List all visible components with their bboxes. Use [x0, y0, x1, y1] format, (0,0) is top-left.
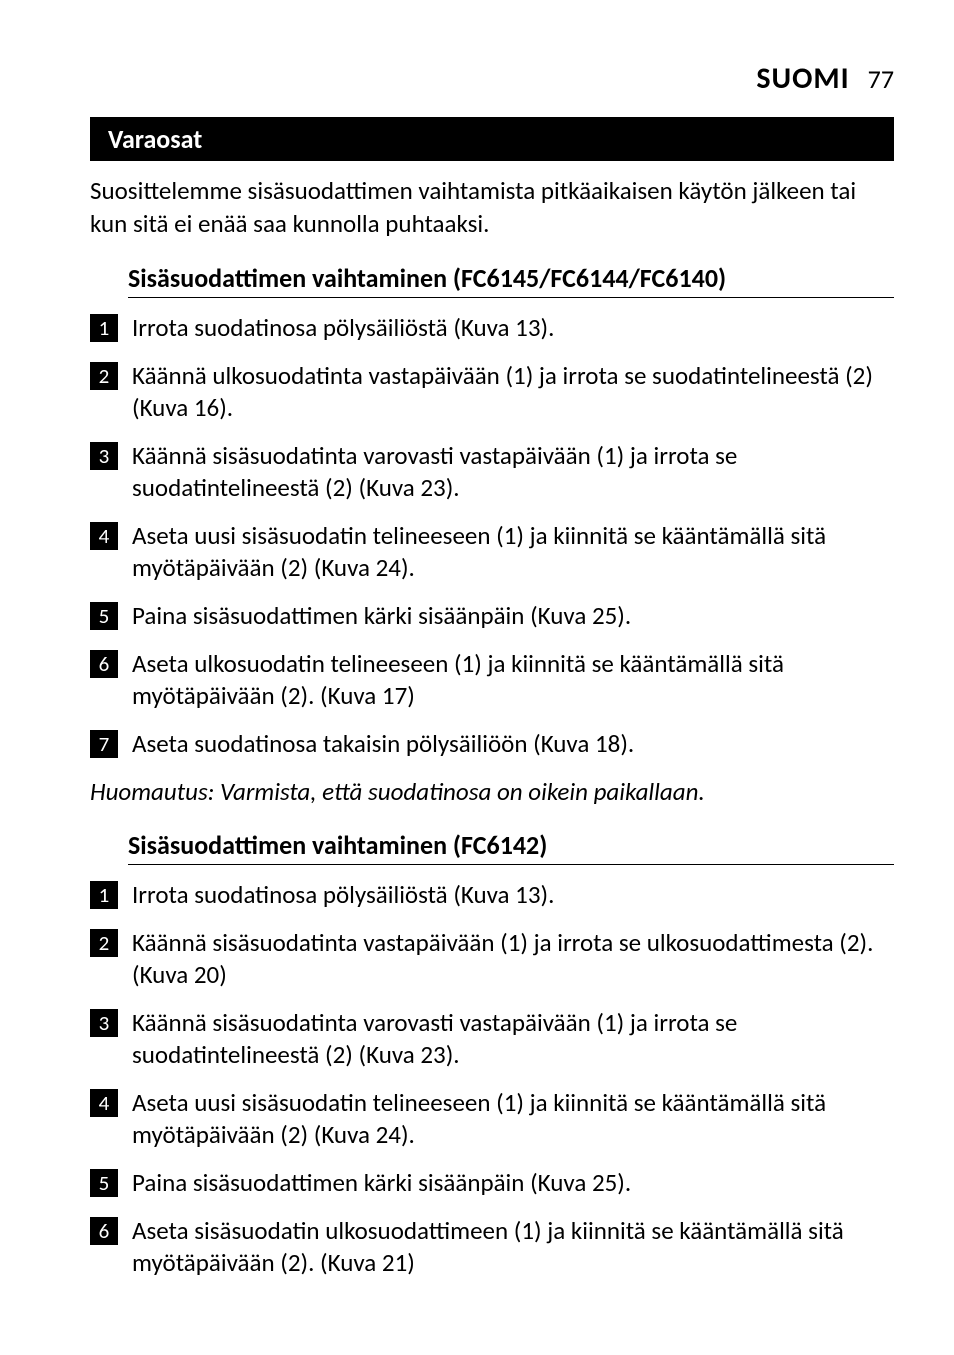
step-number-badge: 7 [90, 730, 118, 758]
step-number-badge: 4 [90, 1089, 118, 1117]
step-item: 2 Käännä sisäsuodatinta vastapäivään (1)… [90, 927, 894, 991]
step-text: Aseta uusi sisäsuodatin telineeseen (1) … [132, 1087, 894, 1151]
step-text: Aseta sisäsuodatin ulkosuodattimeen (1) … [132, 1215, 894, 1279]
step-item: 3 Käännä sisäsuodatinta varovasti vastap… [90, 1007, 894, 1071]
page-header: SUOMI 77 [90, 60, 894, 97]
step-text: Irrota suodatinosa pölysäiliöstä (Kuva 1… [132, 312, 894, 344]
page-content: SUOMI 77 Varaosat Suosittelemme sisäsuod… [0, 0, 954, 1355]
step-item: 7 Aseta suodatinosa takaisin pölysäiliöö… [90, 728, 894, 760]
step-text: Käännä sisäsuodatinta varovasti vastapäi… [132, 1007, 894, 1071]
header-language: SUOMI [756, 60, 849, 97]
step-item: 1 Irrota suodatinosa pölysäiliöstä (Kuva… [90, 879, 894, 911]
step-number-badge: 6 [90, 1217, 118, 1245]
step-item: 5 Paina sisäsuodattimen kärki sisäänpäin… [90, 1167, 894, 1199]
steps-list-1: 1 Irrota suodatinosa pölysäiliöstä (Kuva… [90, 312, 894, 760]
step-number-badge: 5 [90, 602, 118, 630]
step-number-badge: 4 [90, 522, 118, 550]
intro-paragraph: Suosittelemme sisäsuodattimen vaihtamist… [90, 175, 894, 240]
step-item: 6 Aseta sisäsuodatin ulkosuodattimeen (1… [90, 1215, 894, 1279]
step-number-badge: 1 [90, 881, 118, 909]
steps-list-2: 1 Irrota suodatinosa pölysäiliöstä (Kuva… [90, 879, 894, 1279]
step-item: 6 Aseta ulkosuodatin telineeseen (1) ja … [90, 648, 894, 712]
step-text: Paina sisäsuodattimen kärki sisäänpäin (… [132, 1167, 894, 1199]
step-text: Aseta uusi sisäsuodatin telineeseen (1) … [132, 520, 894, 584]
subheading-2-wrap: Sisäsuodattimen vaihtaminen (FC6142) [128, 829, 894, 865]
section-title-bar: Varaosat [90, 117, 894, 161]
header-page-number: 77 [868, 63, 894, 95]
subheading-1: Sisäsuodattimen vaihtaminen (FC6145/FC61… [128, 262, 894, 298]
step-number-badge: 5 [90, 1169, 118, 1197]
step-text: Aseta suodatinosa takaisin pölysäiliöön … [132, 728, 894, 760]
step-item: 2 Käännä ulkosuodatinta vastapäivään (1)… [90, 360, 894, 424]
step-item: 1 Irrota suodatinosa pölysäiliöstä (Kuva… [90, 312, 894, 344]
step-text: Aseta ulkosuodatin telineeseen (1) ja ki… [132, 648, 894, 712]
step-number-badge: 1 [90, 314, 118, 342]
step-item: 5 Paina sisäsuodattimen kärki sisäänpäin… [90, 600, 894, 632]
step-text: Käännä sisäsuodatinta varovasti vastapäi… [132, 440, 894, 504]
step-number-badge: 2 [90, 929, 118, 957]
step-number-badge: 6 [90, 650, 118, 678]
step-text: Käännä ulkosuodatinta vastapäivään (1) j… [132, 360, 894, 424]
step-text: Irrota suodatinosa pölysäiliöstä (Kuva 1… [132, 879, 894, 911]
step-item: 3 Käännä sisäsuodatinta varovasti vastap… [90, 440, 894, 504]
step-number-badge: 3 [90, 1009, 118, 1037]
step-text: Käännä sisäsuodatinta vastapäivään (1) j… [132, 927, 894, 991]
note-1: Huomautus: Varmista, että suodatinosa on… [90, 776, 894, 807]
step-item: 4 Aseta uusi sisäsuodatin telineeseen (1… [90, 1087, 894, 1151]
step-text: Paina sisäsuodattimen kärki sisäänpäin (… [132, 600, 894, 632]
step-item: 4 Aseta uusi sisäsuodatin telineeseen (1… [90, 520, 894, 584]
step-number-badge: 3 [90, 442, 118, 470]
step-number-badge: 2 [90, 362, 118, 390]
subheading-1-wrap: Sisäsuodattimen vaihtaminen (FC6145/FC61… [128, 262, 894, 298]
subheading-2: Sisäsuodattimen vaihtaminen (FC6142) [128, 829, 894, 865]
